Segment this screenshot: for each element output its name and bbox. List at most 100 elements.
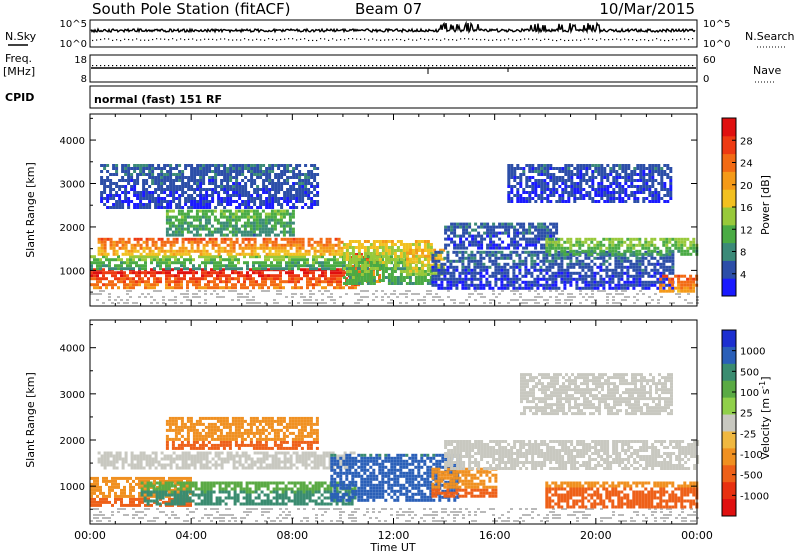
power-cell xyxy=(306,261,309,264)
power-cell xyxy=(133,185,136,188)
power-cell xyxy=(150,274,153,277)
power-cell xyxy=(241,231,244,234)
power-cell xyxy=(211,200,214,203)
power-cell xyxy=(227,244,230,247)
power-cell xyxy=(394,282,397,285)
power-cell xyxy=(187,194,190,197)
power-cell xyxy=(522,170,525,173)
power-cell xyxy=(599,284,602,287)
power-cell xyxy=(308,238,311,241)
power-ground-cell xyxy=(162,299,165,301)
power-cell xyxy=(271,225,274,228)
power-cell xyxy=(233,247,236,250)
power-cell xyxy=(440,266,443,269)
power-cell xyxy=(106,197,109,200)
power-cell xyxy=(129,271,132,274)
power-cell xyxy=(100,191,103,194)
power-cell xyxy=(288,277,291,280)
power-cell xyxy=(275,247,278,250)
power-cell xyxy=(261,283,264,286)
power-cell xyxy=(638,238,641,241)
power-cell xyxy=(614,247,617,250)
power-cell xyxy=(403,276,406,279)
power-cell xyxy=(172,191,175,194)
power-cell xyxy=(470,278,473,281)
beam-label: Beam 07 xyxy=(355,0,422,18)
power-cell xyxy=(182,244,185,247)
power-cell xyxy=(148,200,151,203)
nave-point xyxy=(156,65,157,66)
power-cell xyxy=(182,250,185,253)
power-cell xyxy=(394,249,397,252)
power-ground-cell xyxy=(234,290,237,292)
power-cell xyxy=(485,284,488,287)
nave-point xyxy=(216,65,217,66)
power-cell xyxy=(641,269,644,272)
power-cell xyxy=(235,231,238,234)
power-cell xyxy=(255,261,258,264)
power-cell xyxy=(427,264,430,267)
power-cell xyxy=(507,247,510,250)
power-cell xyxy=(543,235,546,238)
nsearch-point xyxy=(476,39,477,40)
power-cell xyxy=(111,280,114,283)
power-cell xyxy=(453,247,456,250)
power-cell xyxy=(304,179,307,182)
power-cell xyxy=(620,253,623,256)
power-cell xyxy=(310,185,313,188)
power-cell xyxy=(211,225,214,228)
power-cell xyxy=(133,191,136,194)
power-cell xyxy=(247,219,250,222)
power-cell xyxy=(479,287,482,290)
power-cell xyxy=(647,263,650,266)
power-cell xyxy=(268,194,271,197)
power-cell xyxy=(584,278,587,281)
power-cell xyxy=(259,219,262,222)
power-cell xyxy=(594,164,597,167)
power-cell xyxy=(412,273,415,276)
power-cell xyxy=(659,266,662,269)
power-cell xyxy=(581,263,584,266)
power-cell xyxy=(314,250,317,253)
power-cell xyxy=(338,244,341,247)
power-cell xyxy=(277,222,280,225)
power-cell xyxy=(162,268,165,271)
power-cell xyxy=(497,257,500,260)
power-cell xyxy=(391,252,394,255)
power-cell xyxy=(558,170,561,173)
power-cell xyxy=(140,253,143,256)
power-cell xyxy=(531,226,534,229)
power-cell xyxy=(351,286,354,289)
power-cell xyxy=(330,277,333,280)
power-ground-cell xyxy=(183,296,186,298)
power-ground-cell xyxy=(438,299,441,301)
power-cell xyxy=(558,194,561,197)
power-cell xyxy=(305,253,308,256)
power-cell xyxy=(276,264,279,267)
power-ground-cell xyxy=(447,290,450,292)
power-cell xyxy=(253,200,256,203)
power-cell xyxy=(307,173,310,176)
power-cell xyxy=(525,197,528,200)
power-ground-cell xyxy=(354,302,357,304)
power-cell xyxy=(397,249,400,252)
power-cell xyxy=(352,258,355,261)
power-cell xyxy=(570,170,573,173)
power-cell xyxy=(650,250,653,253)
power-cell xyxy=(352,267,355,270)
power-ground-cell xyxy=(204,299,207,301)
power-cell xyxy=(519,223,522,226)
power-cell xyxy=(291,258,294,261)
nave-point xyxy=(468,65,469,66)
power-cell xyxy=(256,188,259,191)
power-cell xyxy=(352,249,355,252)
power-cell xyxy=(157,185,160,188)
power-cell xyxy=(98,247,101,250)
power-cell xyxy=(255,283,258,286)
power-ground-cell xyxy=(333,302,336,304)
power-cell xyxy=(385,261,388,264)
power-cell xyxy=(647,275,650,278)
power-cell xyxy=(591,176,594,179)
power-cell xyxy=(197,247,200,250)
power-cell xyxy=(160,200,163,203)
